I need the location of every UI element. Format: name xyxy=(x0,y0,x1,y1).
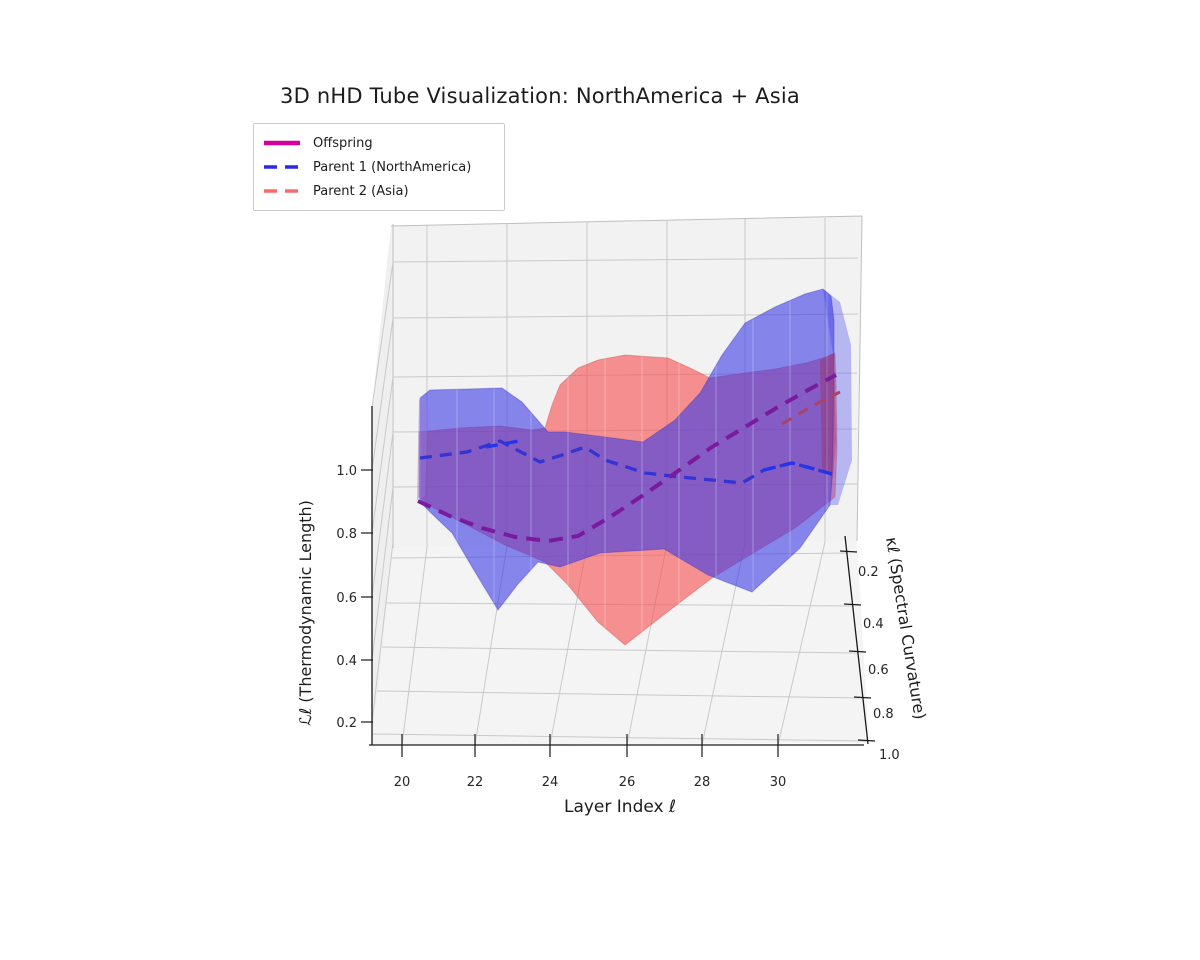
offspring-center-line xyxy=(417,373,837,544)
parent1-center-line-bright-segment xyxy=(485,439,520,449)
y-tick-label: 0.4 xyxy=(863,617,884,632)
x-tick-labels: 20 22 24 26 28 30 xyxy=(394,775,787,790)
z-tick-label: 1.0 xyxy=(336,464,357,479)
axis-spines xyxy=(369,406,869,746)
x-tick-label: 30 xyxy=(770,775,787,790)
parent1-center-line xyxy=(419,439,833,485)
parent1-tube-surface xyxy=(419,288,835,611)
z-tick-label: 0.2 xyxy=(336,716,357,731)
tube-surfaces xyxy=(417,288,852,646)
legend-item-parent1: Parent 1 (NorthAmerica) xyxy=(263,155,496,179)
x-tick-label: 22 xyxy=(467,775,484,790)
z-axis-label: ℒℓ (Thermodynamic Length) xyxy=(296,500,315,726)
legend: Offspring Parent 1 (NorthAmerica) Parent… xyxy=(253,123,505,211)
y-axis-label: κℓ (Spectral Curvature) xyxy=(882,536,930,721)
legend-label: Parent 2 (Asia) xyxy=(313,183,409,199)
z-tick-label: 0.6 xyxy=(336,591,357,606)
z-tick-label: 0.4 xyxy=(336,654,357,669)
legend-item-offspring: Offspring xyxy=(263,131,496,155)
x-tick-label: 28 xyxy=(694,775,711,790)
offspring-line-swatch-icon xyxy=(264,140,300,146)
z-tick-labels: 1.0 0.8 0.6 0.4 0.2 xyxy=(336,464,357,731)
y-tick-label: 0.2 xyxy=(858,565,879,580)
parent2-dashed-line-swatch-icon xyxy=(264,189,300,193)
x-tick-label: 24 xyxy=(542,775,559,790)
parent1-tube-ring-lines xyxy=(420,289,828,610)
y-tick-labels: 0.2 0.4 0.6 0.8 1.0 xyxy=(858,565,900,763)
z-tick-label: 0.8 xyxy=(336,527,357,542)
parent2-tube-end-cap-right xyxy=(820,353,836,478)
x-axis-label: Layer Index ℓ xyxy=(564,797,676,817)
legend-item-parent2: Parent 2 (Asia) xyxy=(263,179,496,203)
x-tick-label: 20 xyxy=(394,775,411,790)
y-axis-spine xyxy=(844,535,869,745)
y-tick-label: 1.0 xyxy=(879,748,900,763)
parent1-dashed-line-swatch-icon xyxy=(264,165,300,169)
y-tick-label: 0.8 xyxy=(873,707,894,722)
page-title: 3D nHD Tube Visualization: NorthAmerica … xyxy=(280,84,800,108)
left-wall-grid xyxy=(371,261,394,723)
axis-ticks xyxy=(361,469,876,757)
y-tick-label: 0.6 xyxy=(868,663,889,678)
legend-label: Offspring xyxy=(313,135,373,151)
parent1-center-line-bright-segment xyxy=(763,461,833,476)
x-tick-label: 26 xyxy=(619,775,636,790)
tube-end-cap-left xyxy=(417,399,428,500)
parent1-tube-back-surface xyxy=(823,289,852,505)
pane-edge xyxy=(390,215,863,542)
legend-label: Parent 1 (NorthAmerica) xyxy=(313,159,472,175)
center-lines xyxy=(417,373,841,544)
